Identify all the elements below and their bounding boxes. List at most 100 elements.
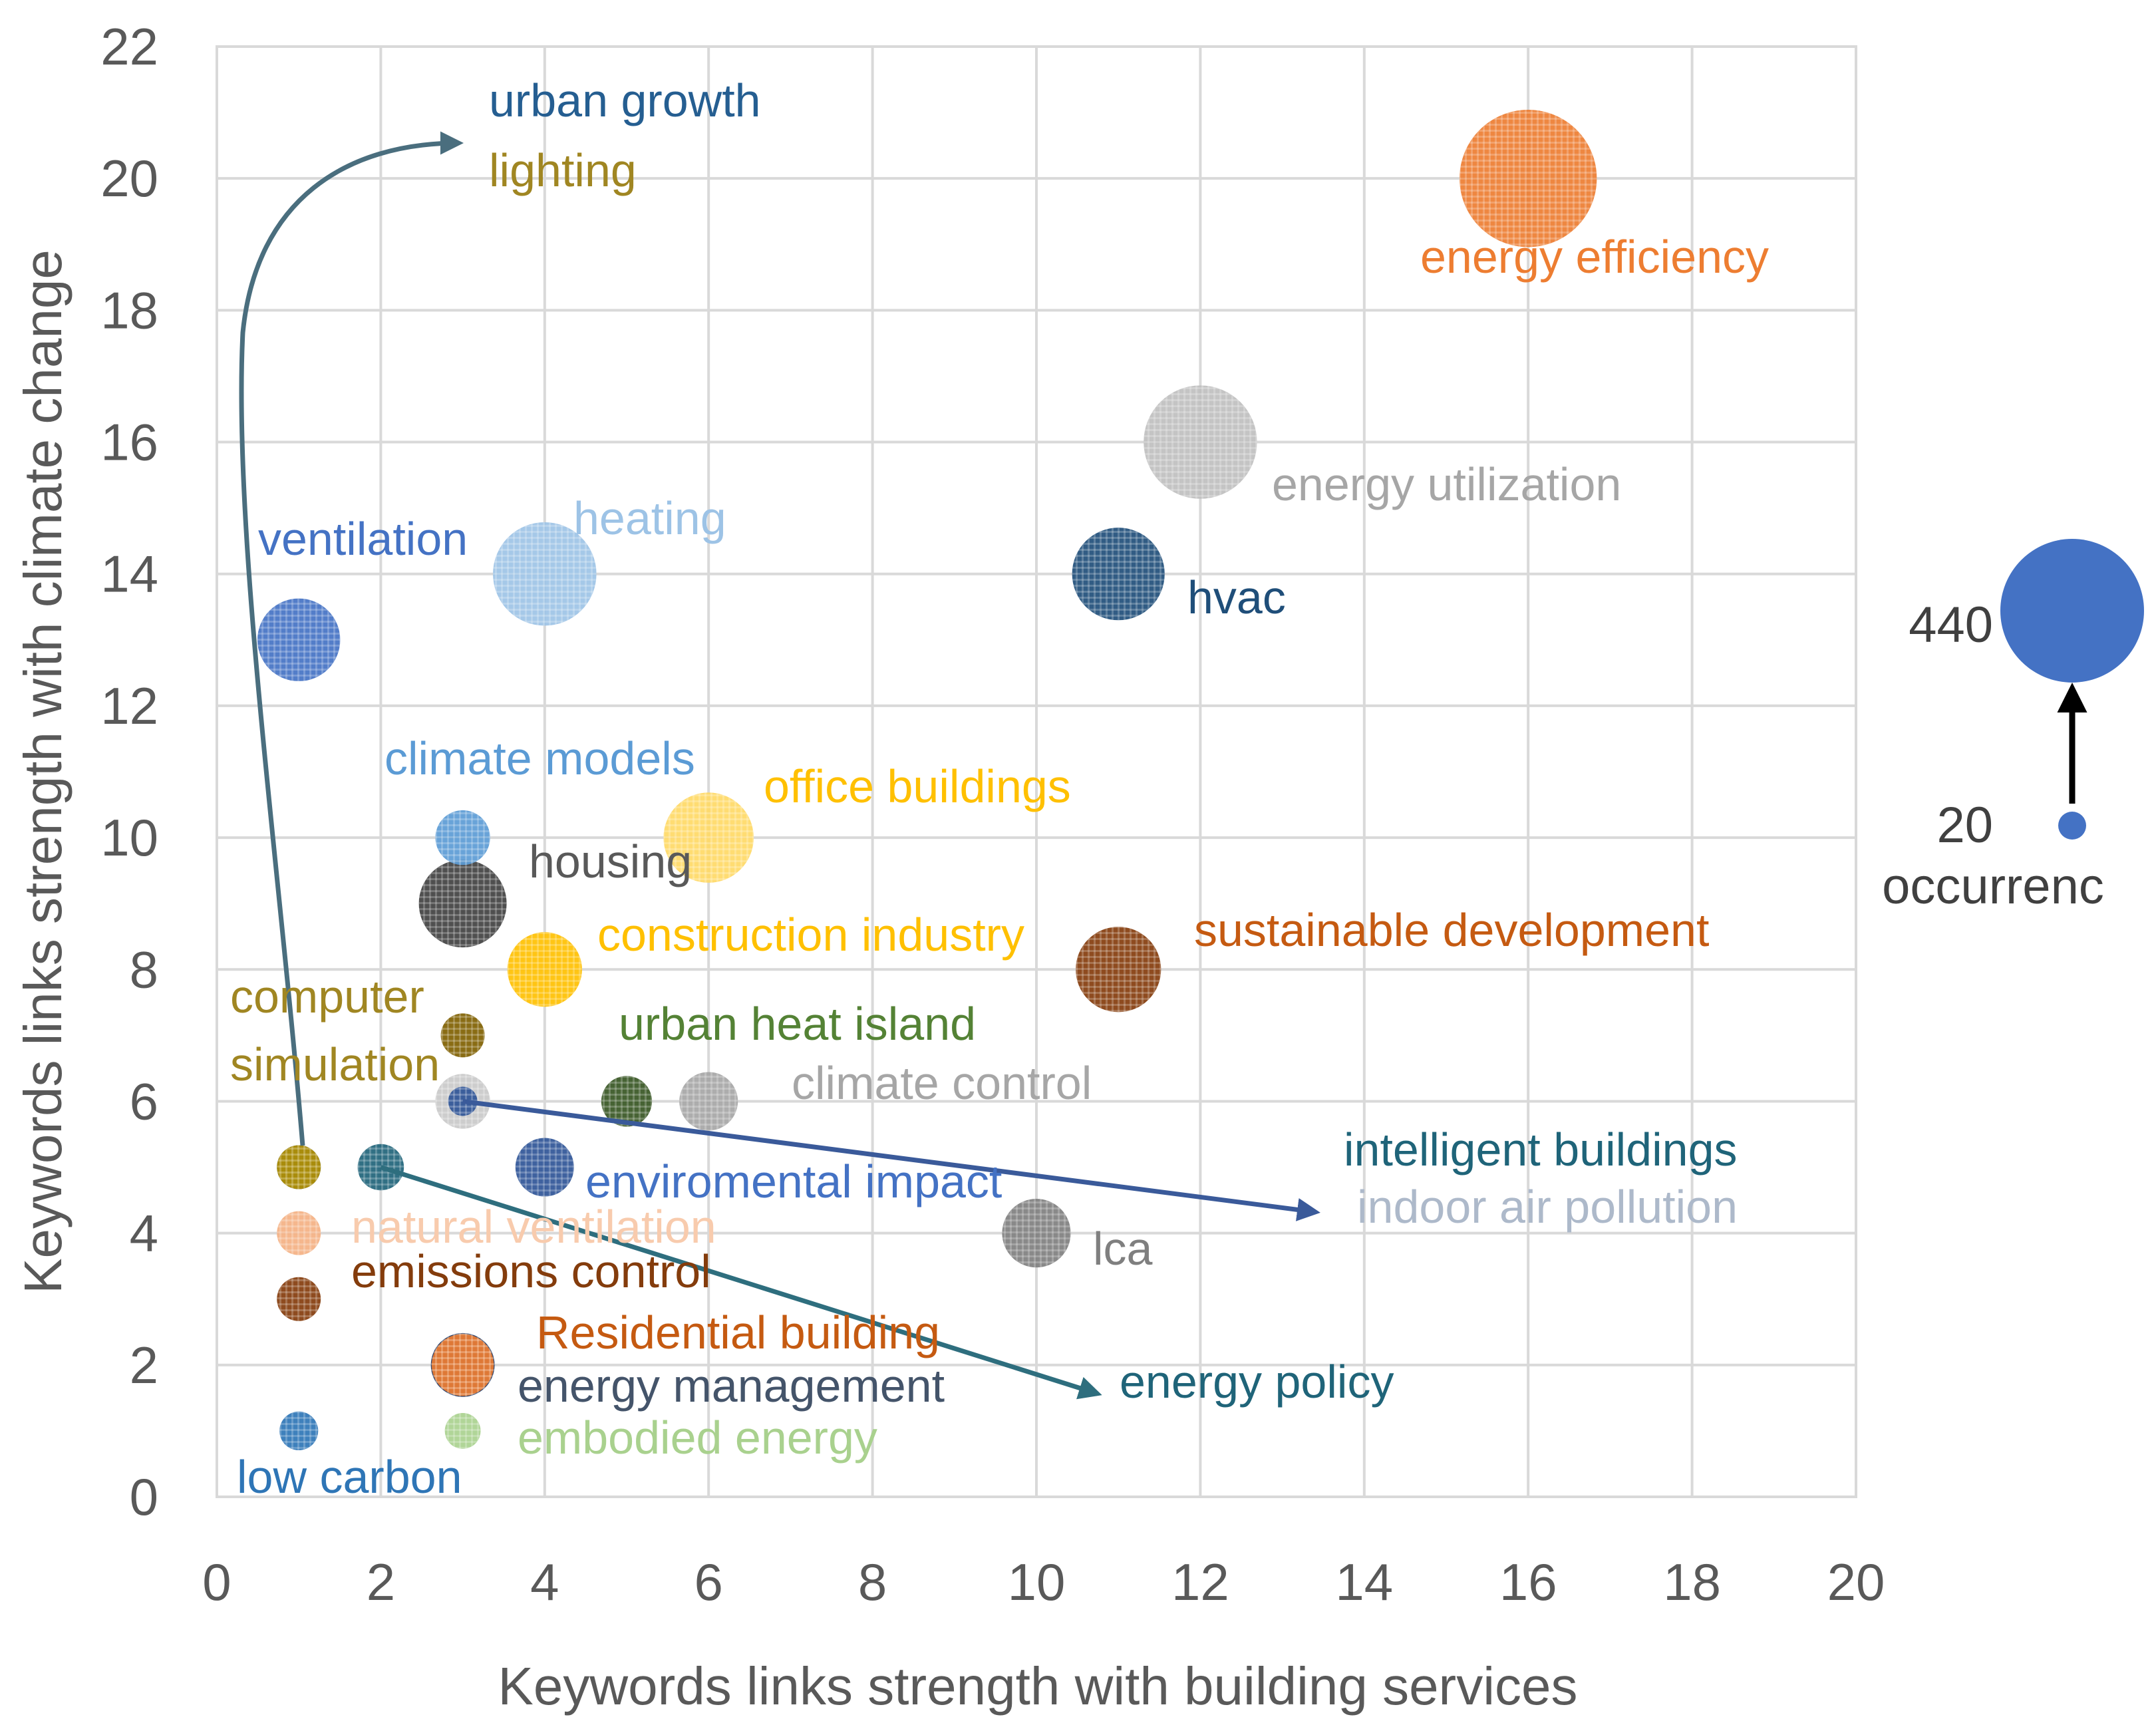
bubble [507,932,582,1007]
point-label: indoor air pollution [1357,1181,1738,1233]
bubble-texture [663,792,754,883]
point-label: energy efficiency [1420,231,1769,283]
point-label: ventilation [258,513,468,565]
bubble [279,1411,319,1451]
bubble-texture [277,1277,321,1321]
size-legend: 440 20 occurrenc [1882,539,2144,915]
arrow-to-intelligent-buildings [462,1098,1320,1221]
point-label: emissions control [351,1245,711,1297]
x-axis-title: Keywords links strength with building se… [498,1656,1578,1716]
bubble-texture [277,1145,321,1189]
point-label: lca [1093,1223,1153,1275]
bubble [1460,109,1597,247]
bubble [663,792,754,883]
legend-small-value: 20 [1936,797,1993,854]
bubble-texture [435,810,490,865]
point-label: energy policy [1120,1356,1394,1408]
point-label: energy utilization [1272,458,1621,510]
point-label: natural ventilation [351,1201,716,1253]
point-label-line: simulation [230,1038,440,1090]
y-axis-title: Keywords links strength with climate cha… [13,249,73,1294]
x-tick-label: 18 [1663,1553,1721,1611]
y-tick-label: 20 [100,149,158,208]
bubble [435,810,490,865]
bubble-texture [601,1076,653,1127]
bubble [515,1138,574,1197]
x-tick-label: 8 [858,1553,887,1611]
y-tick-label: 2 [130,1336,158,1394]
y-tick-label: 0 [130,1468,158,1526]
y-tick-label: 10 [100,808,158,867]
bubble-texture [1460,109,1597,247]
legend-small-bubble [2058,812,2086,840]
point-label: urban growth [489,75,761,126]
point-label: climate control [792,1057,1092,1109]
y-tick-label: 14 [100,545,158,603]
x-tick-labels: 0 2 4 6 8 10 12 14 16 18 20 [202,1553,1885,1611]
bubble-texture [440,1013,485,1058]
x-tick-label: 14 [1335,1553,1393,1611]
bubble-texture [1144,385,1257,499]
y-tick-label: 16 [100,413,158,472]
y-tick-label: 4 [130,1204,158,1263]
bubble [277,1211,321,1255]
bubble-texture [1076,927,1161,1013]
bubble-texture [515,1138,574,1197]
plot-frame [216,45,1857,1498]
point-label-line: computer [230,971,424,1022]
y-tick-label: 8 [130,940,158,999]
bubble [493,522,597,626]
bubble [1002,1199,1071,1268]
bubble [601,1076,653,1127]
bubble-texture [257,598,341,682]
point-label: enviromental impact [585,1156,1002,1207]
bubble [1144,385,1257,499]
x-tick-label: 4 [530,1553,559,1611]
arrow-to-energy-policy [380,1165,1102,1400]
point-label: energy management [518,1360,945,1412]
point-label: Residential building [536,1307,940,1358]
point-labels: energy efficiency energy utilization hvac h… [230,75,1769,1503]
bubble [1072,528,1165,621]
point-label: office buildings [764,760,1071,812]
legend-large-value: 440 [1909,597,1993,653]
bubble [1076,927,1161,1013]
bubble [679,1072,738,1131]
bubble-texture [493,522,597,626]
point-label: hvac [1187,571,1286,623]
bubble-texture [444,1412,481,1449]
point-label: housing [529,836,692,887]
bubble-texture [507,932,582,1007]
point-label: lighting [489,144,637,196]
y-tick-label: 18 [100,281,158,339]
bubble [440,1013,485,1058]
bubble-texture [1072,528,1165,621]
bubble [444,1412,481,1449]
legend-large-bubble [2000,539,2144,683]
x-tick-label: 20 [1827,1553,1885,1611]
point-label: intelligent buildings [1344,1124,1738,1176]
point-label: climate models [385,732,695,784]
point-label: embodied energy [518,1412,877,1464]
point-label: computer simulation [230,971,440,1090]
bubble-texture [418,860,507,948]
x-tick-label: 6 [694,1553,723,1611]
x-tick-label: 0 [202,1553,231,1611]
point-label: urban heat island [619,998,976,1050]
legend-caption: occurrenc [1882,858,2104,915]
bubble [277,1277,321,1321]
y-tick-label: 12 [100,677,158,735]
y-tick-labels: 0 2 4 6 8 10 12 14 16 18 20 22 [100,17,158,1526]
x-tick-label: 16 [1499,1553,1557,1611]
point-label: construction industry [597,909,1024,961]
bubble-texture [431,1334,494,1396]
y-tick-label: 6 [130,1072,158,1130]
arrow-to-urban-growth [239,131,464,1146]
y-tick-label: 22 [100,17,158,76]
bubble-texture [1002,1199,1071,1268]
x-tick-label: 12 [1171,1553,1229,1611]
bubble [431,1334,494,1396]
bubble [277,1145,321,1189]
arrows [239,131,1320,1400]
